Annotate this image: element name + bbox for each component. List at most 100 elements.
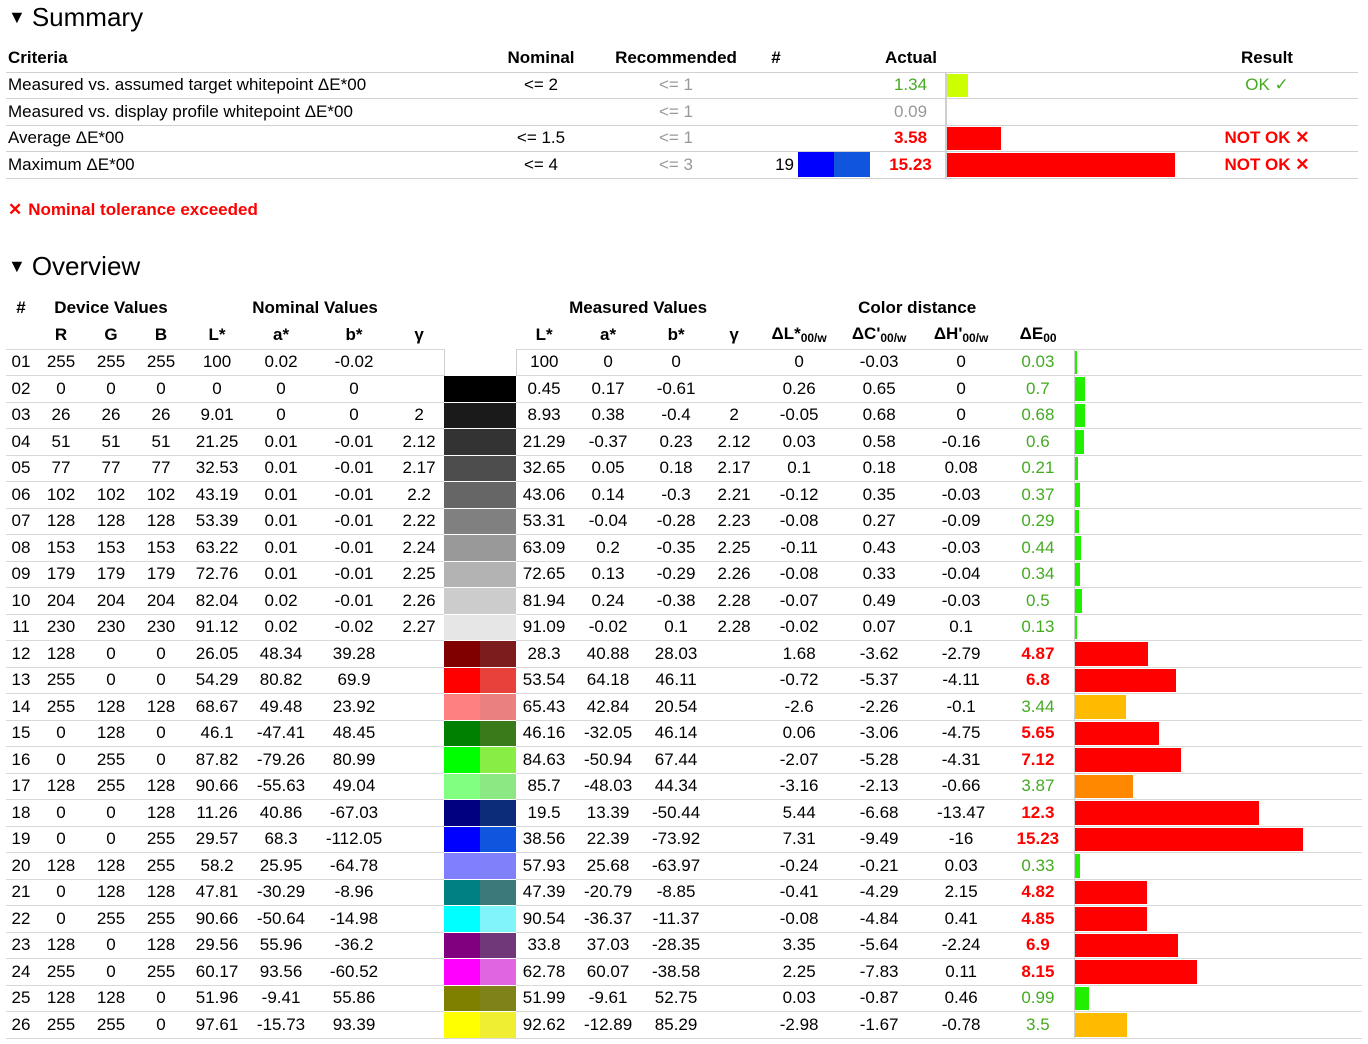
nominal-gamma — [394, 878, 445, 906]
delta-c: 0.33 — [838, 560, 921, 588]
delta-e: 3.5 — [1002, 1011, 1075, 1039]
measured-l: 19.5 — [516, 799, 573, 826]
delta-c: 0.68 — [838, 401, 921, 429]
collapse-triangle-icon[interactable]: ▼ — [8, 7, 26, 27]
group-nominal-values: Nominal Values — [252, 297, 378, 317]
delta-l: 0.06 — [760, 719, 839, 747]
swatch-fill — [480, 455, 517, 481]
nominal-swatch — [444, 560, 481, 588]
device-r: 102 — [36, 481, 86, 508]
delta-h: -4.75 — [920, 719, 1003, 747]
delta-e-bar-cell — [1073, 613, 1363, 641]
swatch-fill — [444, 906, 481, 932]
delta-e-bar-cell — [1073, 348, 1363, 376]
delta-e-bar — [1074, 907, 1148, 931]
nominal-a: -9.41 — [248, 984, 315, 1012]
delta-c: -5.28 — [838, 746, 921, 773]
nominal-l: 51.96 — [186, 984, 249, 1012]
col-nominal-l: L* — [208, 324, 226, 344]
delta-h: -0.1 — [920, 693, 1003, 720]
delta-c: 0.65 — [838, 375, 921, 402]
summary-heading[interactable]: ▼ Summary — [8, 2, 143, 32]
delta-e-bar — [1074, 854, 1080, 878]
device-b: 255 — [136, 958, 187, 985]
measured-swatch — [480, 931, 517, 959]
nominal-a: -55.63 — [248, 772, 315, 800]
actual-bar-cell — [945, 124, 1176, 152]
patch-id: 05 — [6, 454, 36, 482]
nominal-swatch — [444, 534, 481, 561]
swatch-fill — [444, 349, 481, 375]
measured-gamma: 2.21 — [708, 481, 761, 508]
table-row: 16 0 255 0 87.82 -79.26 80.99 84.63 -50.94 67.44-… — [6, 746, 1363, 773]
measured-a: 60.07 — [572, 958, 645, 985]
nominal-swatch — [444, 401, 481, 429]
measured-gamma — [708, 640, 761, 667]
device-g: 128 — [86, 984, 136, 1012]
result-value: NOT OK ✕ — [1176, 151, 1358, 179]
swatch-fill — [480, 667, 517, 693]
patch-id: 22 — [6, 905, 36, 932]
nominal-gamma — [394, 746, 445, 773]
delta-e-bar-cell — [1073, 428, 1363, 455]
measured-a: -0.02 — [572, 613, 645, 641]
delta-h: 0.46 — [920, 984, 1003, 1012]
delta-e-bar — [1074, 695, 1127, 719]
table-row: 08 153 153 153 63.22 0.01 -0.01 2.24 63.09 0.2 -0.… — [6, 534, 1363, 561]
device-r: 230 — [36, 613, 86, 641]
measured-l: 81.94 — [516, 587, 573, 614]
delta-e-bar — [1074, 986, 1090, 1010]
nominal-gamma — [394, 852, 445, 879]
criteria-label: Measured vs. assumed target whitepoint Δ… — [6, 71, 486, 99]
actual-value: 15.23 — [876, 151, 946, 179]
nominal-b: -0.01 — [314, 428, 395, 455]
measured-l: 62.78 — [516, 958, 573, 985]
delta-c: 0.43 — [838, 534, 921, 561]
nominal-gamma: 2.2 — [394, 481, 445, 508]
swatch-fill — [480, 959, 517, 985]
device-b: 230 — [136, 613, 187, 641]
nominal-swatch — [444, 878, 481, 906]
patch-id: 26 — [6, 1011, 36, 1039]
delta-e: 0.33 — [1002, 852, 1075, 879]
measured-b: -8.85 — [644, 878, 709, 906]
delta-e-bar-cell — [1073, 958, 1363, 985]
delta-e: 0.13 — [1002, 613, 1075, 641]
nominal-l: 58.2 — [186, 852, 249, 879]
nominal-a: 0 — [248, 375, 315, 402]
measured-b: 28.03 — [644, 640, 709, 667]
swatch-fill — [444, 1012, 481, 1038]
device-g: 0 — [86, 666, 136, 694]
measured-a: 0.05 — [572, 454, 645, 482]
swatch-fill — [480, 932, 517, 958]
patch-id: 12 — [6, 640, 36, 667]
delta-h: 0 — [920, 348, 1003, 376]
device-r: 26 — [36, 401, 86, 429]
collapse-triangle-icon[interactable]: ▼ — [8, 256, 26, 276]
measured-gamma — [708, 905, 761, 932]
delta-e-bar-cell — [1073, 640, 1363, 667]
device-g: 128 — [86, 719, 136, 747]
measured-a: 64.18 — [572, 666, 645, 694]
patch-id: 17 — [6, 772, 36, 800]
nominal-gamma — [394, 772, 445, 800]
measured-gamma — [708, 666, 761, 694]
delta-e-bar — [1074, 801, 1259, 825]
swatch-fill — [480, 879, 517, 905]
measured-gamma — [708, 719, 761, 747]
overview-heading[interactable]: ▼ Overview — [8, 251, 140, 281]
result-value: OK ✓ — [1176, 71, 1358, 99]
measured-b: 20.54 — [644, 693, 709, 720]
swatch-fill — [480, 826, 517, 852]
device-b: 128 — [136, 772, 187, 800]
delta-l: -2.07 — [760, 746, 839, 773]
delta-l: -0.07 — [760, 587, 839, 614]
measured-a: 0.2 — [572, 534, 645, 561]
measured-a: -50.94 — [572, 746, 645, 773]
device-g: 0 — [86, 958, 136, 985]
device-g: 255 — [86, 905, 136, 932]
table-row: 20 128 128 255 58.2 25.95 -64.78 57.93 25.68 -63.… — [6, 852, 1363, 879]
col-result: Result — [1241, 48, 1293, 68]
table-row: 18 0 0 128 11.26 40.86 -67.03 19.5 13.39 -50.44 5.… — [6, 799, 1363, 826]
measured-b: -73.92 — [644, 825, 709, 853]
